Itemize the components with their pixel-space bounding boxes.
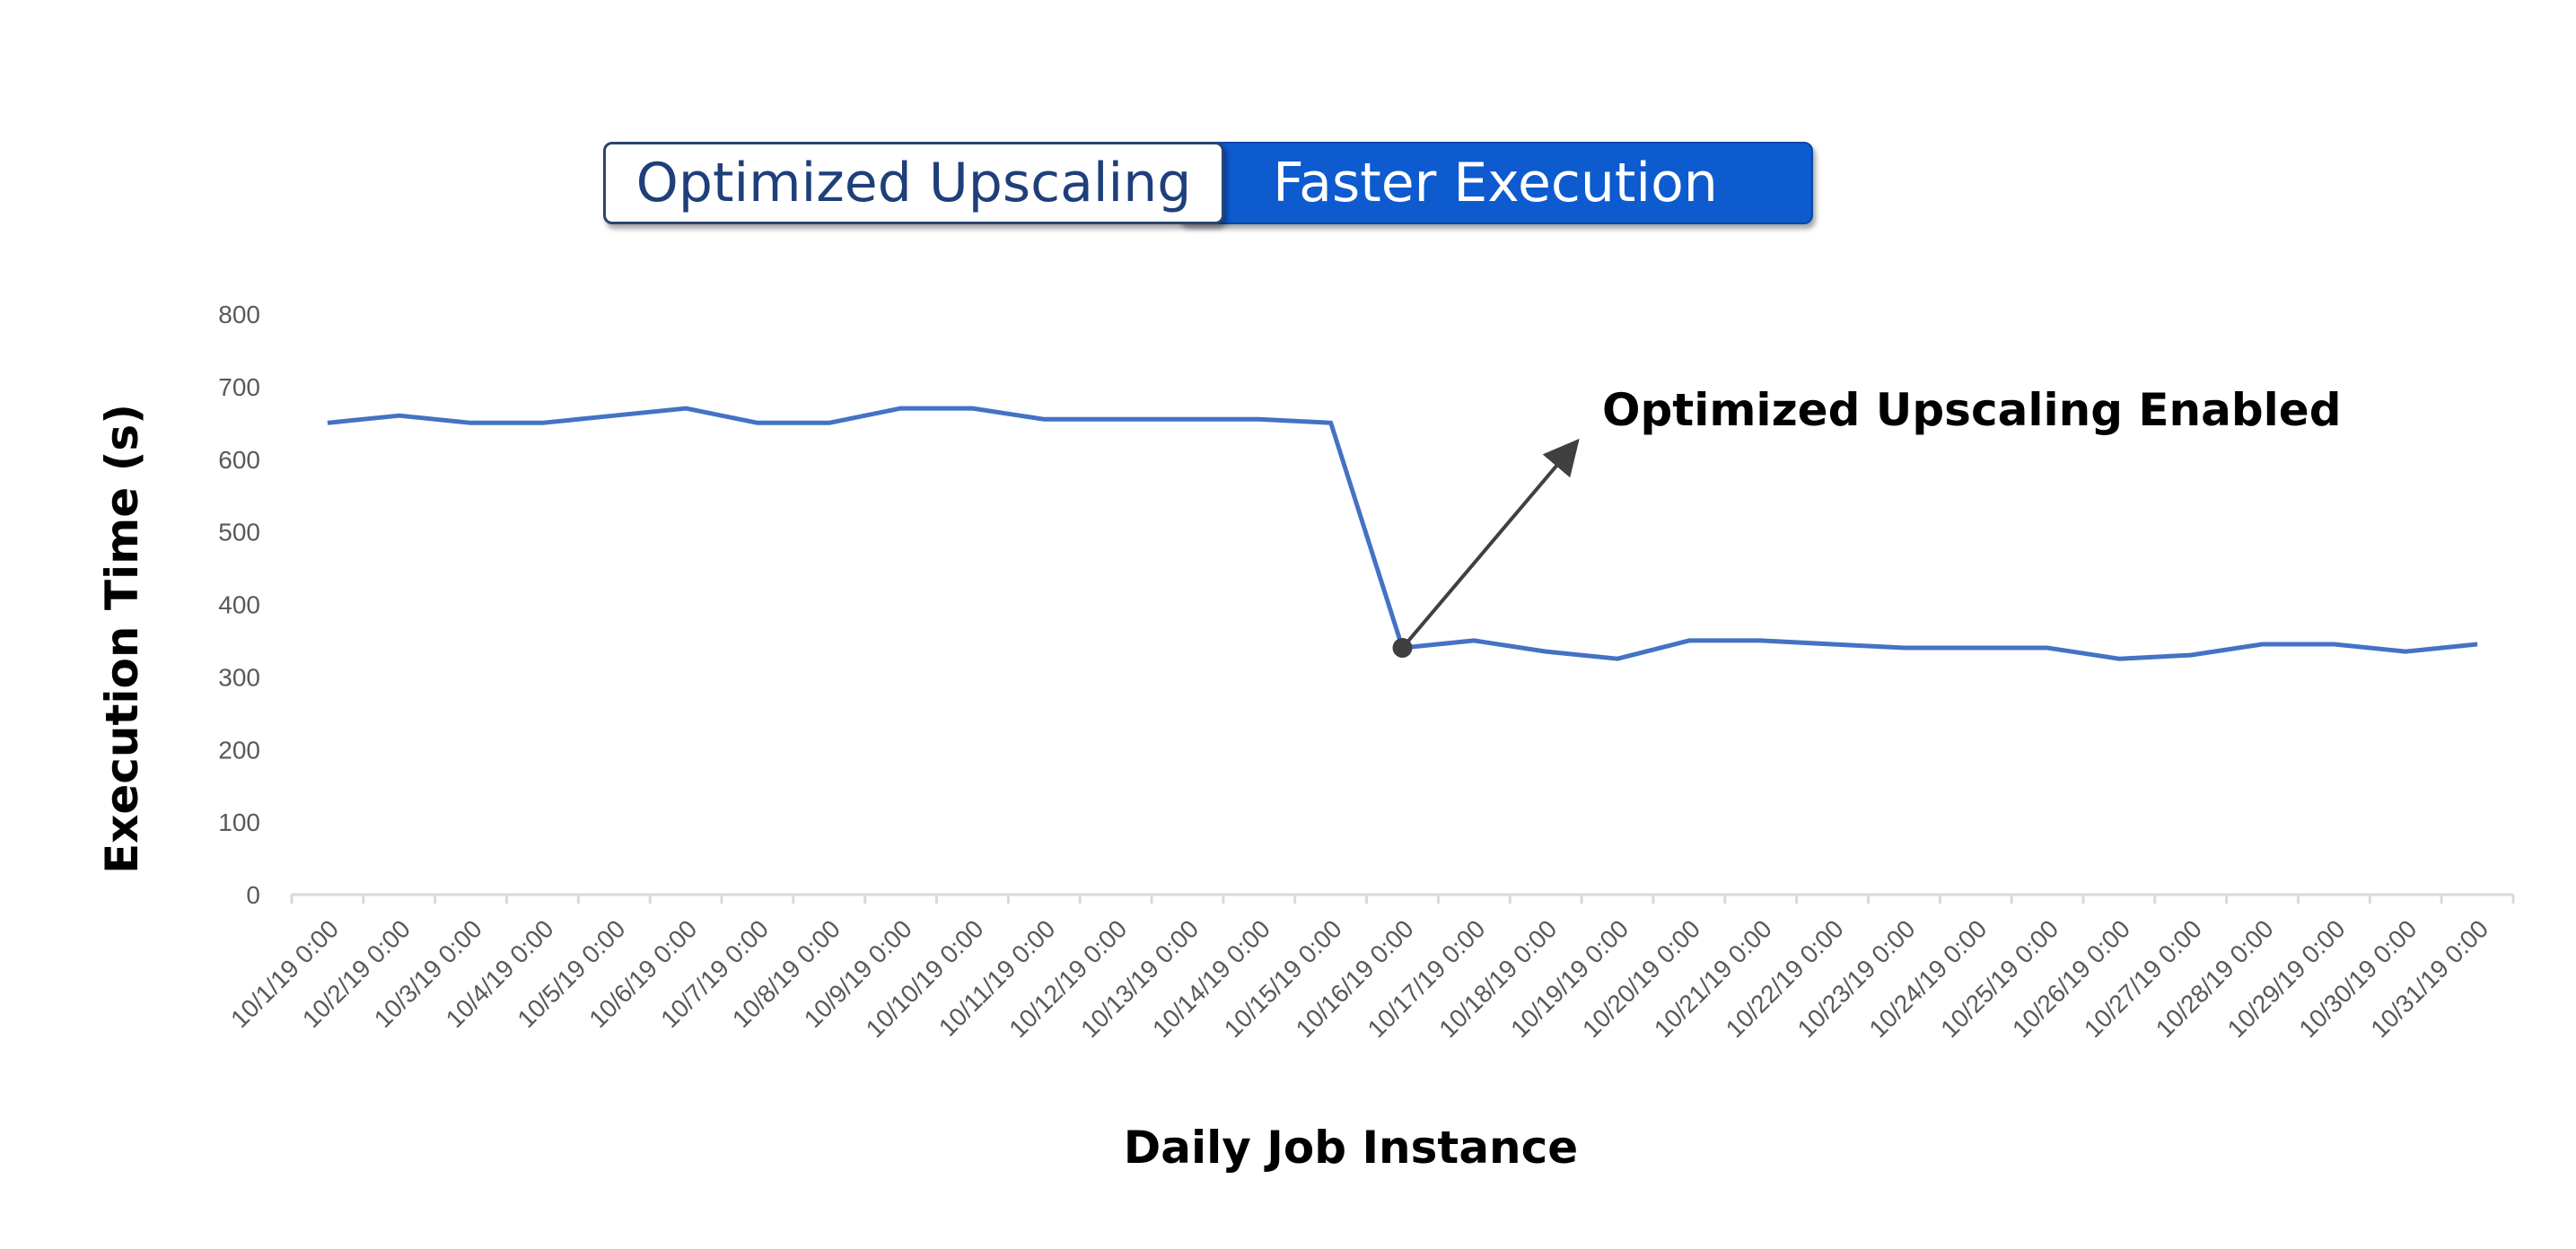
y-tick-label: 500 (218, 519, 260, 546)
y-tick-label: 300 (218, 663, 260, 691)
y-tick-label: 0 (246, 881, 260, 909)
faster-execution-option[interactable]: Faster Execution (1178, 142, 1813, 224)
x-axis-tick-marks (290, 895, 2515, 904)
y-tick-label: 200 (218, 736, 260, 764)
y-tick-label: 400 (218, 591, 260, 619)
annotation-label: Optimized Upscaling Enabled (1602, 384, 2342, 436)
y-tick-label: 800 (218, 301, 260, 328)
y-axis-title: Execution Time (s) (96, 404, 148, 874)
upscaling-toggle[interactable]: Faster Execution Optimized Upscaling (603, 142, 1813, 224)
y-tick-label: 700 (218, 373, 260, 401)
y-axis-tick-labels: 0 100 200 300 400 500 600 700 800 (218, 301, 260, 909)
annotation-point-marker (1392, 638, 1413, 659)
execution-time-series-line (327, 406, 2478, 661)
optimized-upscaling-option[interactable]: Optimized Upscaling (603, 142, 1224, 224)
annotation-arrow (1400, 438, 1580, 650)
x-axis-title: Daily Job Instance (1124, 1122, 1578, 1174)
y-tick-label: 600 (218, 446, 260, 474)
y-tick-label: 100 (218, 808, 260, 836)
